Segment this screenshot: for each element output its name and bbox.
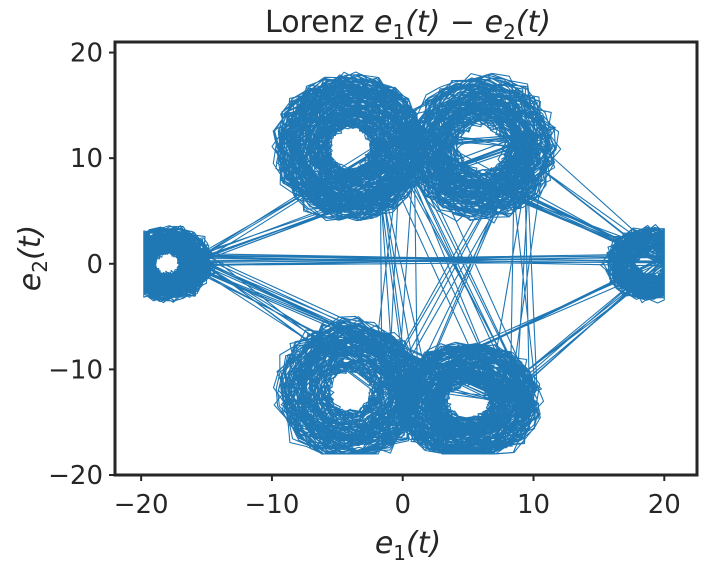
chart-title: Lorenz e1(t) − e2(t)	[265, 5, 551, 44]
x-tick-label: 20	[648, 490, 681, 520]
x-tick-label: −20	[114, 490, 169, 520]
y-axis-label: e2(t)	[13, 225, 52, 291]
y-tick-label: −20	[48, 461, 103, 491]
x-tick-label: 0	[394, 490, 411, 520]
trajectory-line	[143, 71, 665, 455]
y-tick-label: 0	[86, 250, 103, 280]
x-axis-ticks: −20 −10 0 10 20	[114, 475, 681, 520]
plot-frame	[113, 40, 699, 477]
trajectory-series	[143, 71, 665, 455]
x-tick-label: −10	[245, 490, 300, 520]
y-axis-ticks: −20 −10 0 10 20	[48, 39, 115, 491]
y-tick-label: 10	[70, 144, 103, 174]
y-tick-label: −10	[48, 355, 103, 385]
y-tick-label: 20	[70, 39, 103, 69]
x-tick-label: 10	[517, 490, 550, 520]
x-axis-label: e1(t)	[375, 526, 441, 565]
